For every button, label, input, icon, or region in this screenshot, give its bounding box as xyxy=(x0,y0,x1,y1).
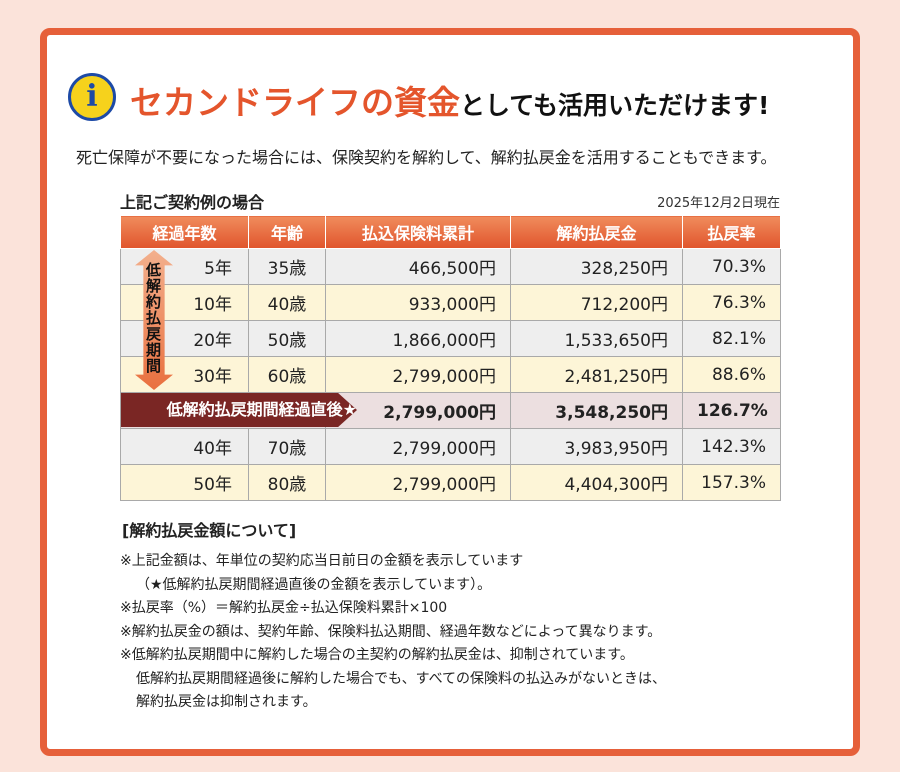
cell: 712,200円 xyxy=(510,284,683,321)
table-row: 10年 40歳 933,000円 712,200円 76.3% xyxy=(120,284,781,321)
cell: 70歳 xyxy=(248,428,326,465)
cell: 4,404,300円 xyxy=(510,464,683,501)
side-label: 低解約払戻期間 xyxy=(144,262,162,374)
cell: 142.3% xyxy=(682,428,781,465)
cell: 2,799,000円 xyxy=(325,356,511,393)
table-row: 20年 50歳 1,866,000円 1,533,650円 82.1% xyxy=(120,320,781,357)
header-row: 経過年数 年齢 払込保険料累計 解約払戻金 払戻率 xyxy=(120,215,781,249)
intro: 死亡保障が不要になった場合には、保険契約を解約して、解約払戻金を活用することもで… xyxy=(76,148,777,167)
title-highlight: セカンドライフの資金 xyxy=(130,83,460,122)
table-row: 30年 60歳 2,799,000円 2,481,250円 88.6% xyxy=(120,356,781,393)
cell: 76.3% xyxy=(682,284,781,321)
title: セカンドライフの資金としても活用いただけます! xyxy=(130,76,769,124)
table: 経過年数 年齢 払込保険料累計 解約払戻金 払戻率 5年 35歳 466,500円 328,2… xyxy=(120,215,781,501)
info-icon: i xyxy=(68,73,116,121)
cell: 10年 xyxy=(120,284,249,321)
note-line: ※払戻率（%）＝解約払戻金÷払込保険料累計×100 xyxy=(120,600,448,616)
cell: 50歳 xyxy=(248,320,326,357)
column-header: 払戻率 xyxy=(682,215,781,249)
cell: 40年 xyxy=(120,428,249,465)
cell: 328,250円 xyxy=(510,248,683,285)
cell: 88.6% xyxy=(682,356,781,393)
note-line: （★低解約払戻期間経過直後の金額を表示しています）。 xyxy=(136,576,492,593)
column-header: 払込保険料累計 xyxy=(325,215,511,249)
cell: 126.7% xyxy=(682,392,781,429)
cell: 70.3% xyxy=(682,248,781,285)
cell: 40歳 xyxy=(248,284,326,321)
notes: ※上記金額は、年単位の契約応当日前日の金額を表示しています （★低解約払戻期間経過… xyxy=(120,550,666,715)
table-body: 5年 35歳 466,500円 328,250円 70.3% 10年 40歳 933,000円… xyxy=(120,248,781,501)
note-line: 解約払戻金は抑制されます。 xyxy=(136,694,317,710)
cell: 2,481,250円 xyxy=(510,356,683,393)
as-of-date: 2025年12月2日現在 xyxy=(657,196,780,211)
cell: 低解約払戻期間経過直後★ xyxy=(120,392,357,429)
cell: 5年 xyxy=(120,248,249,285)
cell: 20年 xyxy=(120,320,249,357)
cell: 1,533,650円 xyxy=(510,320,683,357)
title-rest: としても活用いただけます! xyxy=(460,91,770,120)
cell: 30年 xyxy=(120,356,249,393)
cell: 1,866,000円 xyxy=(325,320,511,357)
cell: 2,799,000円 xyxy=(325,464,511,501)
notes-heading: [解約払戻金額について] xyxy=(122,521,297,540)
table-row: 40年 70歳 2,799,000円 3,983,950円 142.3% xyxy=(120,428,781,465)
column-header: 経過年数 xyxy=(120,215,249,249)
table-row: 5年 35歳 466,500円 328,250円 70.3% xyxy=(120,248,781,285)
note-line: ※低解約払戻期間中に解約した場合の主契約の解約払戻金は、抑制されています。 xyxy=(120,647,634,663)
note-line: ※上記金額は、年単位の契約応当日前日の金額を表示しています xyxy=(120,553,524,569)
column-header: 解約払戻金 xyxy=(510,215,683,249)
table-row: 50年 80歳 2,799,000円 4,404,300円 157.3% xyxy=(120,464,781,501)
table-caption: 上記ご契約例の場合 xyxy=(120,193,265,212)
cell: 157.3% xyxy=(682,464,781,501)
cell: 466,500円 xyxy=(325,248,511,285)
highlight-row: 低解約払戻期間経過直後★ 2,799,000円 3,548,250円 126.7% xyxy=(120,392,781,429)
cell: 3,983,950円 xyxy=(510,428,683,465)
column-header: 年齢 xyxy=(248,215,326,249)
cell: 50年 xyxy=(120,464,249,501)
cell: 2,799,000円 xyxy=(325,392,511,429)
note-line: 低解約払戻期間経過後に解約した場合でも、すべての保険料の払込みがないときは、 xyxy=(136,670,667,687)
cell: 35歳 xyxy=(248,248,326,285)
highlight-label: 低解約払戻期間経過直後★ xyxy=(121,393,357,427)
cell: 82.1% xyxy=(682,320,781,357)
cell: 933,000円 xyxy=(325,284,511,321)
cell: 80歳 xyxy=(248,464,326,501)
cell: 3,548,250円 xyxy=(510,392,683,429)
cell: 2,799,000円 xyxy=(325,428,511,465)
note-line: ※解約払戻金の額は、契約年齢、保険料払込期間、経過年数などによって異なります。 xyxy=(120,623,662,640)
cell: 60歳 xyxy=(248,356,326,393)
